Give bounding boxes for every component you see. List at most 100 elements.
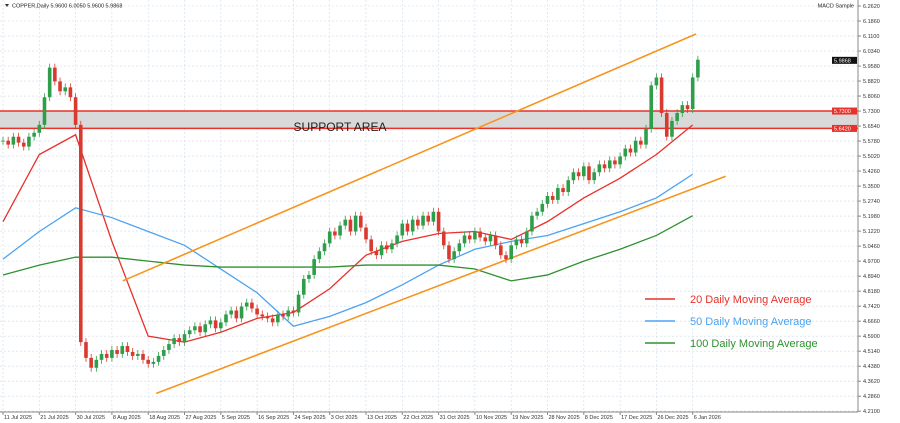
x-tick-label: 28 Nov 2025 (549, 415, 580, 421)
candle-body (229, 310, 233, 315)
candle-body (63, 87, 68, 92)
candle-body (187, 330, 192, 335)
candle (447, 241, 451, 264)
candle-body (680, 105, 685, 114)
candle-body (193, 326, 197, 331)
candle (597, 160, 602, 177)
collapse-triangle-icon[interactable] (5, 4, 9, 7)
candle (203, 320, 208, 337)
candle-body (441, 231, 446, 246)
candle (193, 322, 197, 335)
candle (16, 132, 21, 147)
candle-body (379, 245, 384, 256)
candle (333, 227, 337, 240)
candle (649, 81, 654, 133)
candle (602, 160, 607, 173)
candle (504, 251, 508, 264)
candle-body (654, 77, 659, 86)
candle (436, 207, 441, 236)
candle (633, 136, 638, 157)
x-tick-label: 16 Sep 2025 (258, 415, 289, 421)
candle-body (571, 172, 576, 181)
candle (696, 55, 700, 82)
candle (664, 109, 669, 141)
y-tick-label: 4.7420 (863, 304, 880, 310)
price-tag-text: 5.7300 (834, 109, 851, 115)
candle-body (670, 120, 674, 137)
y-tick-label: 6.1860 (863, 19, 880, 25)
candle (58, 77, 62, 96)
candle (53, 63, 57, 86)
candle-body (11, 136, 16, 145)
ma-line-0 (2, 124, 694, 343)
candle-body (390, 243, 394, 250)
candle (659, 73, 664, 117)
candle-body (234, 310, 239, 319)
candle-body (462, 235, 467, 244)
candle (395, 231, 399, 248)
candle (260, 310, 265, 321)
candle-body (416, 219, 420, 226)
legend: 20 Daily Moving Average 50 Daily Moving A… (645, 294, 818, 350)
candle (364, 223, 368, 244)
candle-body (84, 342, 88, 358)
candle (467, 231, 472, 244)
candle-body (338, 225, 342, 236)
price-tags: 5.7300 5.6420 5.9868 (832, 56, 857, 132)
candle (286, 306, 291, 321)
candle-body (120, 346, 125, 354)
candle-body (348, 219, 353, 232)
candle (250, 298, 254, 313)
candle (136, 349, 140, 360)
channel-upper-line (122, 33, 697, 282)
candle (514, 235, 519, 250)
candle-body (545, 195, 550, 204)
candle-body (421, 215, 425, 226)
candle (379, 241, 384, 260)
candle-body (649, 85, 654, 129)
x-tick-label: 10 Nov 2025 (476, 415, 507, 421)
candle-body (182, 334, 187, 343)
candle-body (53, 67, 57, 82)
candle-body (177, 338, 182, 343)
candle (462, 231, 467, 248)
candle-body (21, 142, 26, 147)
candle (182, 330, 187, 347)
candle (639, 136, 643, 149)
candle-body (364, 227, 368, 240)
candle (628, 144, 633, 157)
candle-body (94, 359, 99, 368)
candle-body (78, 124, 83, 343)
candle (540, 199, 545, 216)
candle-body (224, 314, 228, 323)
candle (384, 241, 389, 254)
x-tick-label: 24 Sep 2025 (294, 415, 325, 421)
candle-body (317, 251, 322, 260)
candle-body (473, 231, 477, 240)
y-tick-label: 5.2740 (863, 199, 880, 205)
candle-body (582, 166, 586, 177)
candle (115, 346, 119, 358)
candle (37, 120, 42, 137)
candle-body (696, 59, 700, 78)
candle-body (343, 219, 348, 226)
candle-body (566, 180, 571, 193)
candle (400, 219, 405, 240)
candle-body (467, 235, 472, 240)
candle-body (426, 215, 431, 222)
candle-body (623, 148, 628, 157)
candle-body (639, 140, 643, 145)
price-tag-bottom_label (832, 124, 857, 132)
candle-body (260, 314, 265, 317)
candle-body (151, 361, 156, 364)
candle-body (644, 128, 648, 145)
candle-body (488, 235, 493, 242)
candle-body (602, 164, 607, 169)
candle (42, 93, 47, 129)
candle (416, 215, 420, 230)
candle (208, 316, 213, 329)
candle-body (457, 243, 462, 252)
candle (84, 338, 88, 362)
